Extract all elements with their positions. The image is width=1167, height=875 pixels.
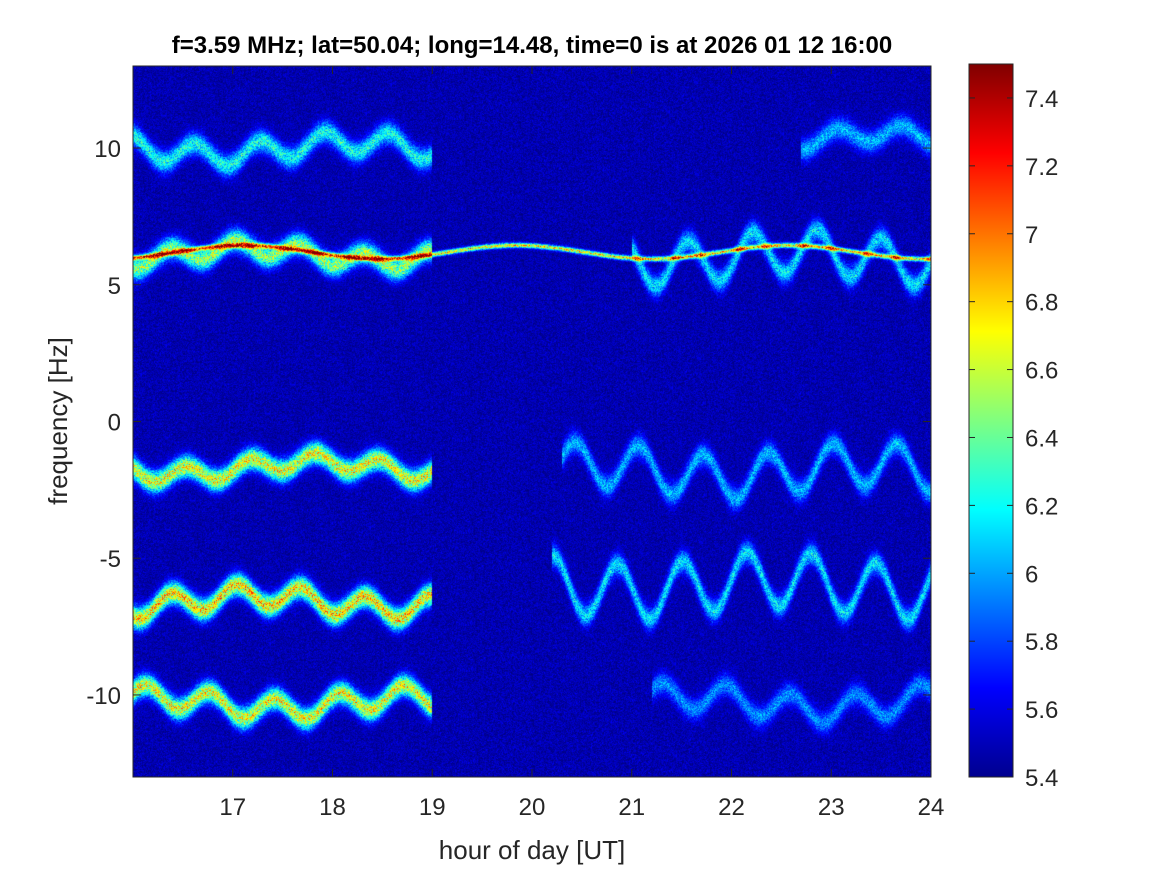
y-tick-label: 5: [108, 273, 121, 300]
x-tick-label: 17: [219, 794, 246, 821]
y-tick-label: 10: [94, 136, 121, 163]
y-axis-label: frequency [Hz]: [43, 337, 73, 505]
colorbar-frame: [968, 63, 1014, 778]
colorbar-ticks: 5.4 5.6 5.8 6 6.2 6.4 6.6 6.8 7 7.2 7.4: [969, 86, 1058, 792]
x-tick-label: 23: [818, 794, 845, 821]
colorbar-tick-label: 7: [1025, 222, 1038, 249]
colorbar-gradient: [969, 64, 1013, 777]
colorbar-tick-label: 7.4: [1025, 86, 1058, 113]
y-tick-label: 0: [108, 410, 121, 437]
y-tick-label: -10: [86, 683, 121, 710]
colorbar: 5.4 5.6 5.8 6 6.2 6.4 6.6 6.8 7 7.2 7.4: [968, 63, 1058, 792]
x-axis: 17 18 19 20 21 22 23 24: [219, 66, 944, 821]
x-tick-label: 20: [519, 794, 546, 821]
colorbar-tick-label: 6.4: [1025, 425, 1058, 452]
colorbar-tick-label: 5.8: [1025, 629, 1058, 656]
x-tick-label: 24: [918, 794, 945, 821]
x-axis-label: hour of day [UT]: [439, 835, 625, 865]
colorbar-tick-label: 6: [1025, 561, 1038, 588]
colorbar-tick-label: 5.4: [1025, 765, 1058, 792]
colorbar-tick-label: 6.2: [1025, 493, 1058, 520]
y-tick-label: -5: [100, 546, 121, 573]
colorbar-tick-label: 5.6: [1025, 697, 1058, 724]
x-tick-label: 19: [419, 794, 446, 821]
colorbar-tick-label: 6.6: [1025, 358, 1058, 385]
colorbar-tick-label: 7.2: [1025, 154, 1058, 181]
colorbar-tick-label: 6.8: [1025, 290, 1058, 317]
x-tick-label: 22: [718, 794, 745, 821]
chart-title: f=3.59 MHz; lat=50.04; long=14.48, time=…: [172, 32, 892, 59]
spectrogram-heatmap: [133, 66, 931, 777]
x-tick-label: 18: [319, 794, 346, 821]
plot-area: [132, 65, 932, 778]
y-axis: -10 -5 0 5 10: [86, 136, 931, 710]
x-tick-label: 21: [618, 794, 645, 821]
